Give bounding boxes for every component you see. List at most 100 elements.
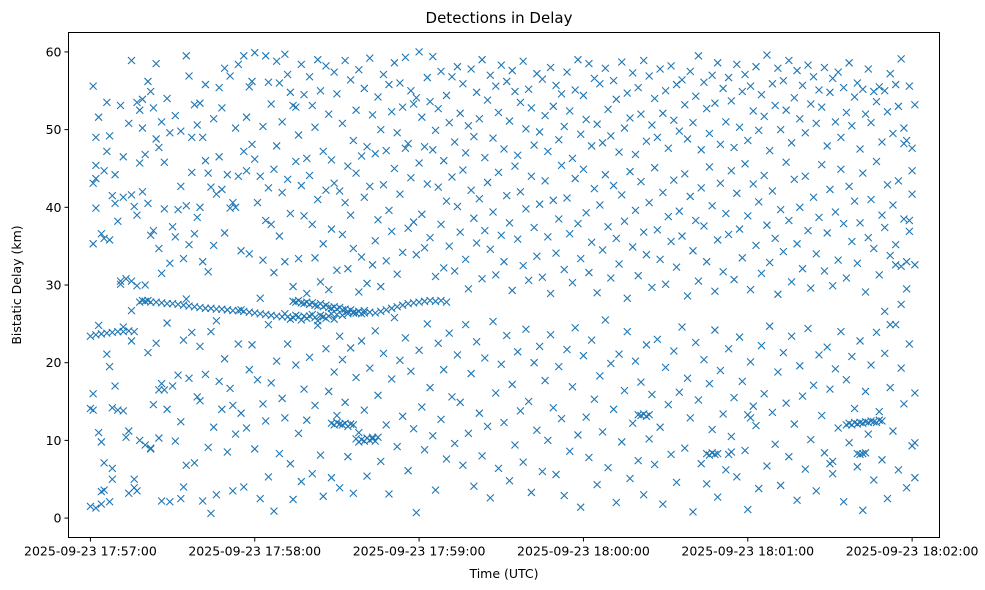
data-point xyxy=(743,136,752,145)
data-point xyxy=(623,89,632,97)
data-point xyxy=(283,175,292,184)
data-point xyxy=(256,494,265,503)
data-point xyxy=(352,373,360,382)
data-point xyxy=(171,232,180,241)
data-point xyxy=(524,85,533,94)
data-point xyxy=(406,86,415,95)
data-point xyxy=(568,278,577,287)
data-point xyxy=(878,138,886,146)
data-point xyxy=(900,215,908,223)
data-point xyxy=(845,438,854,447)
data-point xyxy=(401,53,410,62)
data-point xyxy=(571,174,580,183)
data-point xyxy=(765,258,774,267)
y-axis-ticks: 0 10 20 30 40 50 60 xyxy=(46,44,69,526)
data-point xyxy=(886,69,895,78)
data-point xyxy=(182,295,191,303)
data-point xyxy=(834,68,843,77)
data-point xyxy=(264,183,273,192)
data-point xyxy=(464,284,473,293)
data-point xyxy=(680,170,689,178)
data-point xyxy=(678,323,686,331)
data-point xyxy=(220,229,229,237)
data-point xyxy=(524,397,533,406)
data-point xyxy=(587,238,596,247)
data-point xyxy=(516,406,525,415)
data-point xyxy=(593,120,602,129)
data-point xyxy=(396,79,404,87)
data-point xyxy=(168,222,177,231)
data-point xyxy=(480,153,489,162)
data-point xyxy=(231,430,240,439)
data-point xyxy=(237,246,245,255)
data-point xyxy=(724,344,733,353)
data-point xyxy=(116,101,125,110)
data-point xyxy=(371,236,380,245)
data-point xyxy=(910,100,919,109)
data-point xyxy=(108,191,117,200)
data-point xyxy=(741,446,749,455)
data-point xyxy=(234,340,243,348)
data-point xyxy=(302,289,311,298)
data-point xyxy=(360,84,369,93)
data-point xyxy=(883,494,892,503)
data-point xyxy=(239,483,248,491)
data-point xyxy=(820,267,829,275)
data-point xyxy=(620,124,629,132)
data-point xyxy=(812,119,821,128)
data-point xyxy=(700,355,708,364)
data-point xyxy=(686,192,695,201)
data-point xyxy=(157,269,166,278)
data-point xyxy=(683,291,692,300)
data-point xyxy=(513,235,522,244)
data-point xyxy=(858,169,867,178)
data-point xyxy=(658,500,667,508)
data-point xyxy=(541,111,549,120)
data-point xyxy=(612,95,621,104)
data-point xyxy=(732,60,741,69)
data-point xyxy=(450,439,459,448)
data-point xyxy=(856,450,864,459)
data-point xyxy=(157,497,166,505)
data-point xyxy=(606,274,615,282)
data-point xyxy=(508,286,517,295)
data-point xyxy=(201,370,210,379)
data-point xyxy=(749,107,758,115)
data-point xyxy=(445,329,454,338)
data-point xyxy=(376,457,385,466)
data-point xyxy=(801,172,810,181)
data-point xyxy=(250,48,259,57)
data-point xyxy=(910,389,919,397)
data-point xyxy=(760,389,769,398)
data-point xyxy=(333,89,341,98)
data-point xyxy=(459,461,467,470)
data-point xyxy=(806,284,815,292)
data-point xyxy=(275,79,284,87)
data-point xyxy=(568,382,577,391)
data-point xyxy=(382,146,391,155)
data-point xyxy=(261,417,270,425)
data-point xyxy=(130,475,139,484)
data-point xyxy=(612,498,621,507)
data-point xyxy=(683,135,692,143)
data-point xyxy=(853,449,862,458)
data-point xyxy=(491,271,500,279)
data-point xyxy=(280,50,289,59)
data-point xyxy=(585,453,593,462)
data-point xyxy=(163,94,171,103)
data-point xyxy=(702,480,711,488)
data-point xyxy=(741,159,749,168)
data-point xyxy=(872,97,881,106)
data-point xyxy=(634,83,643,92)
data-point xyxy=(144,77,152,86)
data-point xyxy=(543,436,552,445)
data-point xyxy=(574,431,582,439)
data-point xyxy=(880,307,889,316)
data-point xyxy=(390,164,399,173)
data-point xyxy=(494,464,503,473)
data-point xyxy=(270,507,278,515)
data-point xyxy=(349,244,358,253)
data-point xyxy=(141,281,150,289)
data-point xyxy=(902,257,911,266)
data-point xyxy=(338,119,347,128)
